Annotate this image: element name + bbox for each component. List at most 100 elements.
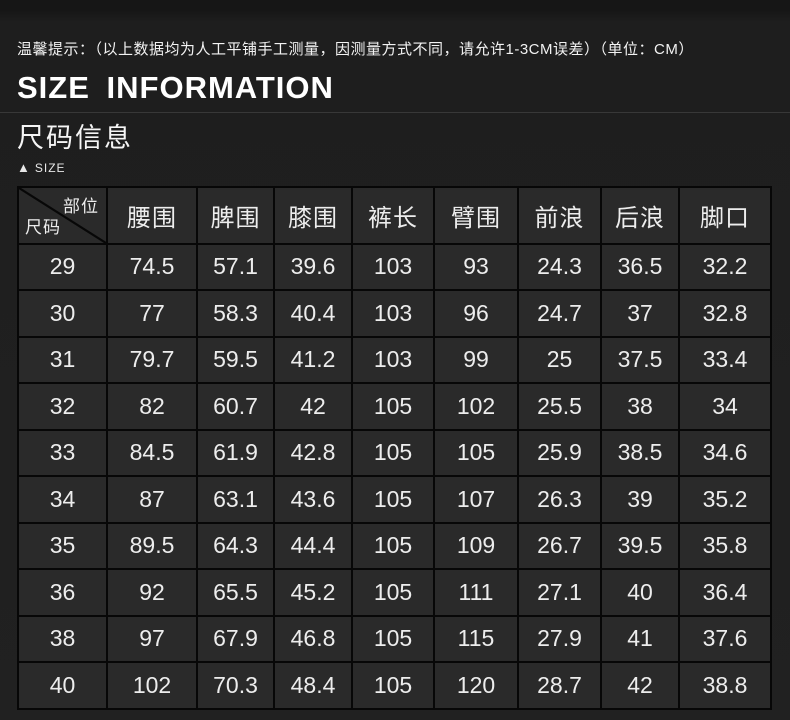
table-row: 31 79.7 59.5 41.2 103 99 25 37.5 33.4 [17, 335, 772, 385]
measurement-cell: 40.4 [273, 289, 353, 338]
size-row-label: 38 [17, 614, 108, 664]
measurement-cell: 57.1 [196, 242, 275, 292]
measurement-cell: 93 [433, 242, 519, 292]
table-row: 32 82 60.7 42 105 102 25.5 38 34 [17, 382, 772, 431]
measurement-cell: 105 [351, 475, 435, 524]
measurement-cell: 84.5 [106, 428, 198, 478]
column-header: 裤长 [351, 185, 435, 245]
measurement-cell: 102 [106, 661, 198, 710]
measurement-cell: 65.5 [196, 568, 275, 617]
measurement-cell: 92 [106, 568, 198, 617]
measurement-cell: 40 [600, 568, 680, 617]
diagonal-line [19, 188, 106, 243]
measurement-cell: 74.5 [106, 242, 198, 292]
size-row-label: 35 [17, 521, 108, 571]
measurement-cell: 27.9 [517, 614, 602, 664]
measurement-cell: 44.4 [273, 521, 353, 571]
measurement-cell: 87 [106, 475, 198, 524]
column-header: 臂围 [433, 185, 519, 245]
measurement-cell: 102 [433, 382, 519, 431]
measurement-cell: 42 [273, 382, 353, 431]
title-divider [0, 111, 790, 113]
measurement-cell: 42.8 [273, 428, 353, 478]
size-row-label: 32 [17, 382, 108, 431]
measurement-cell: 107 [433, 475, 519, 524]
size-row-label: 34 [17, 475, 108, 524]
measurement-cell: 105 [351, 568, 435, 617]
size-row-label: 31 [17, 335, 108, 385]
measurement-cell: 25.5 [517, 382, 602, 431]
measurement-cell: 63.1 [196, 475, 275, 524]
measurement-cell: 37 [600, 289, 680, 338]
measurement-cell: 34.6 [678, 428, 772, 478]
size-row-label: 33 [17, 428, 108, 478]
column-header: 前浪 [517, 185, 602, 245]
measurement-cell: 58.3 [196, 289, 275, 338]
measurement-cell: 28.7 [517, 661, 602, 710]
measurement-cell: 24.7 [517, 289, 602, 338]
measurement-cell: 25 [517, 335, 602, 385]
measurement-cell: 67.9 [196, 614, 275, 664]
measurement-cell: 26.7 [517, 521, 602, 571]
table-row: 40 102 70.3 48.4 105 120 28.7 42 38.8 [17, 661, 772, 710]
table-row: 30 77 58.3 40.4 103 96 24.7 37 32.8 [17, 289, 772, 338]
measurement-cell: 36.4 [678, 568, 772, 617]
measurement-cell: 48.4 [273, 661, 353, 710]
table-row: 35 89.5 64.3 44.4 105 109 26.7 39.5 35.8 [17, 521, 772, 571]
measurement-cell: 99 [433, 335, 519, 385]
measurement-cell: 82 [106, 382, 198, 431]
measurement-cell: 24.3 [517, 242, 602, 292]
table-row: 36 92 65.5 45.2 105 111 27.1 40 36.4 [17, 568, 772, 617]
size-row-label: 40 [17, 661, 108, 710]
measurement-cell: 89.5 [106, 521, 198, 571]
size-row-label: 36 [17, 568, 108, 617]
measurement-cell: 103 [351, 242, 435, 292]
measurement-cell: 64.3 [196, 521, 275, 571]
measurement-cell: 37.5 [600, 335, 680, 385]
measurement-cell: 43.6 [273, 475, 353, 524]
triangle-marker-icon: ▲ [17, 159, 31, 175]
measurement-cell: 60.7 [196, 382, 275, 431]
measurement-cell: 27.1 [517, 568, 602, 617]
corner-label-size: 尺码 [25, 217, 61, 237]
measurement-cell: 32.8 [678, 289, 772, 338]
measurement-cell: 38.5 [600, 428, 680, 478]
measurement-cell: 41.2 [273, 335, 353, 385]
size-table: 部位 尺码 腰围 脾围 膝围 裤长 臂围 前浪 后浪 脚口 29 74.5 57.1 39.6 103… [17, 185, 772, 710]
measurement-cell: 77 [106, 289, 198, 338]
measurement-cell: 105 [351, 382, 435, 431]
measurement-cell: 111 [433, 568, 519, 617]
column-header: 脚口 [678, 185, 772, 245]
measurement-cell: 35.8 [678, 521, 772, 571]
measurement-cell: 70.3 [196, 661, 275, 710]
table-row: 33 84.5 61.9 42.8 105 105 25.9 38.5 34.6 [17, 428, 772, 478]
page-title-chinese: 尺码信息 [17, 122, 133, 153]
measurement-cell: 45.2 [273, 568, 353, 617]
measurement-cell: 32.2 [678, 242, 772, 292]
size-row-label: 29 [17, 242, 108, 292]
measurement-cell: 105 [351, 428, 435, 478]
measurement-cell: 120 [433, 661, 519, 710]
measurement-cell: 25.9 [517, 428, 602, 478]
measurement-cell: 46.8 [273, 614, 353, 664]
measurement-cell: 97 [106, 614, 198, 664]
column-header: 脾围 [196, 185, 275, 245]
table-row: 34 87 63.1 43.6 105 107 26.3 39 35.2 [17, 475, 772, 524]
measurement-cell: 26.3 [517, 475, 602, 524]
measurement-cell: 38 [600, 382, 680, 431]
measurement-cell: 36.5 [600, 242, 680, 292]
measurement-cell: 79.7 [106, 335, 198, 385]
table-header-row: 部位 尺码 腰围 脾围 膝围 裤长 臂围 前浪 后浪 脚口 [17, 185, 772, 245]
measurement-cell: 103 [351, 335, 435, 385]
measurement-cell: 39.5 [600, 521, 680, 571]
measurement-cell: 39.6 [273, 242, 353, 292]
measurement-cell: 41 [600, 614, 680, 664]
measurement-cell: 105 [351, 614, 435, 664]
measurement-cell: 33.4 [678, 335, 772, 385]
column-header: 膝围 [273, 185, 353, 245]
measurement-cell: 39 [600, 475, 680, 524]
measurement-cell: 61.9 [196, 428, 275, 478]
measurement-cell: 38.8 [678, 661, 772, 710]
table-row: 29 74.5 57.1 39.6 103 93 24.3 36.5 32.2 [17, 242, 772, 292]
